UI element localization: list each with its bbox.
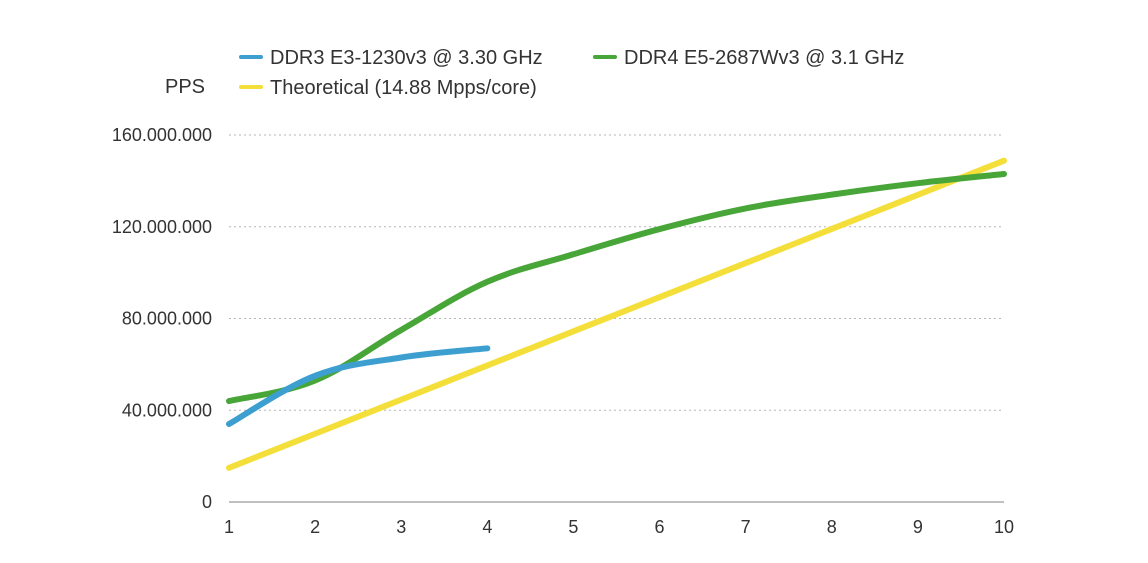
- y-axis-label: PPS: [165, 76, 205, 98]
- y-tick-label: 120.000.000: [112, 217, 212, 237]
- x-tick-label: 1: [224, 517, 234, 537]
- legend-label: DDR4 E5-2687Wv3 @ 3.1 GHz: [624, 47, 904, 69]
- y-tick-label: 0: [202, 492, 212, 512]
- x-tick-label: 4: [482, 517, 492, 537]
- grid-layer: [229, 134, 1004, 411]
- axis-layer: 0 40.000.000 80.000.000 120.000.000 160.000.…: [112, 125, 1014, 537]
- x-tick-label: 7: [741, 517, 751, 537]
- x-tick-label: 2: [310, 517, 320, 537]
- x-tick-label: 8: [827, 517, 837, 537]
- x-tick-label: 6: [655, 517, 665, 537]
- x-tick-label: 10: [994, 517, 1014, 537]
- legend-label: DDR3 E3-1230v3 @ 3.30 GHz: [270, 47, 543, 69]
- x-tick-label: 3: [396, 517, 406, 537]
- series-line-ddr4: [226, 170, 1007, 405]
- y-tick-label: 80.000.000: [122, 309, 212, 329]
- series-line-ddr3: [226, 345, 491, 428]
- y-tick-label: 40.000.000: [122, 400, 212, 420]
- legend-item-theoretical: Theoretical (14.88 Mpps/core): [239, 77, 537, 99]
- legend-item-ddr4: DDR4 E5-2687Wv3 @ 3.1 GHz: [593, 47, 904, 69]
- legend-label: Theoretical (14.88 Mpps/core): [270, 77, 537, 99]
- series-layer: [226, 157, 1007, 471]
- x-tick-label: 5: [568, 517, 578, 537]
- y-tick-label: 160.000.000: [112, 125, 212, 145]
- legend-item-ddr3: DDR3 E3-1230v3 @ 3.30 GHz: [239, 47, 543, 69]
- x-tick-label: 9: [913, 517, 923, 537]
- series-line-theoretical: [226, 157, 1007, 471]
- legend: DDR3 E3-1230v3 @ 3.30 GHz DDR4 E5-2687Wv3…: [239, 47, 904, 99]
